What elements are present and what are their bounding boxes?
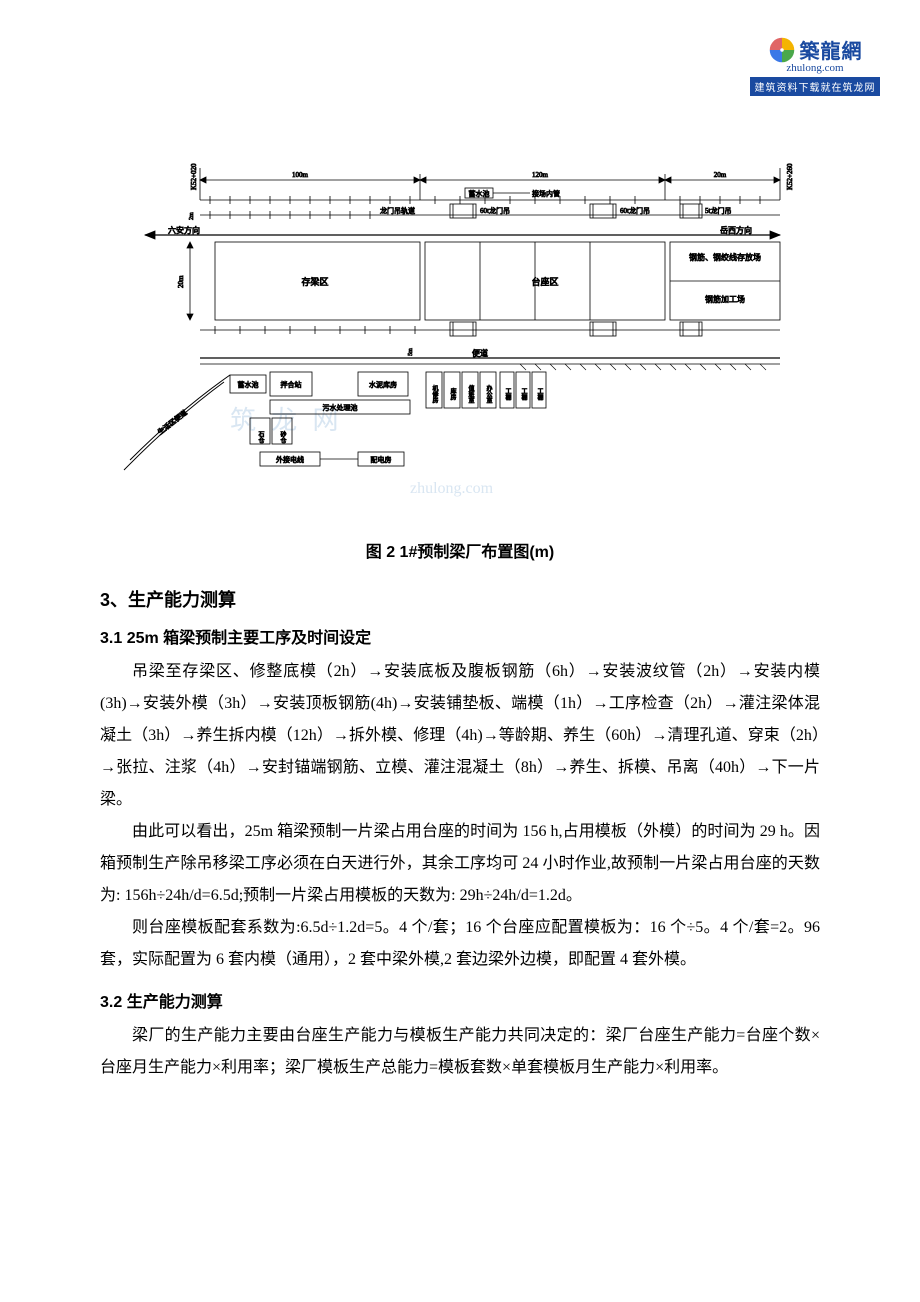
- repair: 机修房: [431, 384, 438, 404]
- dim-2m: 2m: [189, 212, 195, 220]
- seg2-len: 120m: [532, 171, 549, 179]
- pedestal-area: 台座区: [531, 276, 558, 287]
- rebar-fab: 钢筋加工场: [705, 294, 745, 304]
- figure-2-layout: K52+020 K52+260 100m 120m 20m: [100, 160, 820, 562]
- power-room: 配电房: [371, 455, 392, 464]
- dim-20m: 20m: [177, 275, 185, 288]
- stone: 石仓: [257, 431, 264, 443]
- figure-caption: 图 2 1#预制梁厂布置图(m): [100, 538, 820, 562]
- office: 办公室: [485, 384, 492, 403]
- station-right: K52+260: [786, 163, 794, 190]
- pinwheel-icon: [768, 36, 796, 64]
- heading-3: 3、生产能力测算: [100, 586, 820, 612]
- para-proc-steps: 吊梁至存梁区、修整底模（2h）→安装底板及腹板钢筋（6h）→安装波纹管（2h）→…: [100, 656, 820, 816]
- crane60-1: 60t龙门吊: [480, 206, 510, 215]
- seg3-len: 20m: [714, 171, 727, 179]
- rebar-store: 钢筋、钢绞线存放场: [689, 252, 761, 262]
- sand: 砂仓: [279, 430, 286, 443]
- pond2: 蓄水池: [238, 380, 259, 389]
- duty: 值班室: [467, 384, 474, 403]
- shed3: 工棚: [536, 388, 543, 401]
- cement: 水泥库房: [369, 380, 397, 389]
- ext-line: 外接电线: [276, 455, 304, 464]
- mixing: 拌合站: [281, 380, 302, 389]
- brand-watermark: 築龍網 zhulong.com 建筑资料下载就在筑龙网: [750, 35, 880, 96]
- beam-storage: 存梁区: [301, 276, 328, 287]
- crane5: 5t龙门吊: [705, 206, 731, 215]
- dir-left: 六安方向: [168, 225, 200, 235]
- shed2: 工棚: [520, 388, 527, 401]
- crane-track-label: 龙门吊轨道: [380, 206, 415, 215]
- para-capacity: 梁厂的生产能力主要由台座生产能力与模板生产能力共同决定的：梁厂台座生产能力=台座…: [100, 1020, 820, 1084]
- brand-name: 築龍網: [800, 35, 863, 64]
- para-calc-days: 由此可以看出，25m 箱梁预制一片梁占用台座的时间为 156 h,占用模板（外模…: [100, 816, 820, 912]
- station-left: K52+020: [190, 163, 198, 190]
- pond-label: 蓄水池: [469, 189, 490, 198]
- store: 库房: [449, 387, 456, 401]
- dir-right: 岳西方向: [720, 225, 752, 235]
- heading-3-2: 3.2 生产能力测算: [100, 988, 820, 1012]
- pipe-label: 接场内管: [532, 189, 560, 198]
- sewage: 污水处理池: [323, 403, 358, 412]
- living-road: 生活区便道: [156, 408, 189, 437]
- para-mold-ratio: 则台座模板配套系数为:6.5d÷1.2d=5。4 个/套；16 个台座应配置模板…: [100, 912, 820, 976]
- service-road: 便道: [472, 348, 488, 358]
- seg1-len: 100m: [292, 171, 309, 179]
- dim-5m: 5m: [408, 348, 414, 356]
- shed1: 工棚: [504, 388, 511, 401]
- heading-3-1: 3.1 25m 箱梁预制主要工序及时间设定: [100, 624, 820, 648]
- brand-strip: 建筑资料下载就在筑龙网: [750, 77, 880, 96]
- crane60-2: 60t龙门吊: [620, 206, 650, 215]
